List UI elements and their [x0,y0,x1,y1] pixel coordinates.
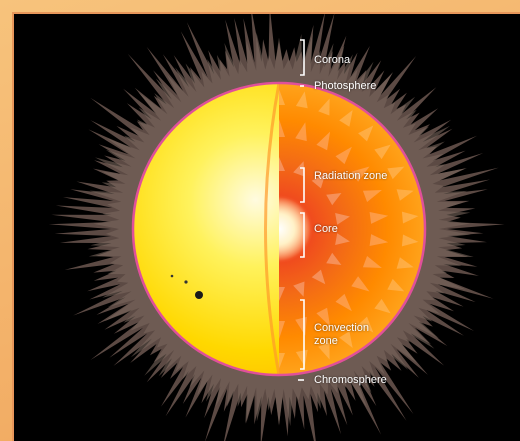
flow-arrow [387,166,405,180]
flow-arrow [374,298,391,314]
flow-arrow [396,257,414,269]
diagram-panel: Corona Photosphere Radiation zone Core C… [14,14,520,441]
flow-arrow [335,146,352,165]
flow-arrow [318,342,330,360]
flow-arrow [335,293,352,312]
label-convection-zone: Convection zone [314,322,370,347]
flow-arrow [279,89,285,105]
flow-arrow [335,233,350,245]
cut-edge [264,82,281,376]
flow-arrow [311,269,326,285]
flow-arrow [396,189,414,201]
flow-arrow [369,212,389,224]
flow-arrow [326,252,342,265]
label-corona: Corona [314,54,351,66]
flow-arrow [279,353,285,369]
flow-arrow [401,234,419,247]
flow-arrow [293,161,305,177]
label-photosphere: Photosphere [314,80,377,92]
flow-arrow [358,316,374,333]
flow-arrow [358,125,374,142]
label-chromosphere: Chromosphere [314,374,387,386]
flow-arrow [293,281,305,297]
flow-arrow [362,190,382,202]
flow-arrow [311,173,326,189]
flow-arrow [369,234,389,246]
core-glow [279,193,315,265]
flow-arrow [316,307,331,327]
flow-arrow [295,91,308,109]
chromosphere-rim [131,81,427,377]
flow-arrow [279,321,285,339]
flow-arrow [351,166,370,182]
flow-arrow [374,144,391,160]
flow-arrow [316,131,331,151]
flow-arrow [279,287,285,301]
flow-arrow [339,110,353,127]
flow-arrow [326,193,342,206]
sun-diagram [48,14,505,441]
arrow-icon [279,89,419,369]
flow-arrow [335,213,350,225]
flow-arrow [351,276,370,292]
label-core: Core [314,223,338,235]
sunspot-icon [170,274,203,299]
flow-arrow [318,98,330,116]
flow-arrow [279,119,285,137]
flow-arrow [362,256,382,268]
label-radiation-zone: Radiation zone [314,170,388,182]
flow-arrow [401,211,419,224]
sun-interior [279,83,425,375]
bracket-icon [298,39,305,381]
flow-arrow [279,157,285,171]
flow-arrow [387,278,405,292]
flow-arrow [339,331,353,348]
flow-arrow [295,122,307,142]
